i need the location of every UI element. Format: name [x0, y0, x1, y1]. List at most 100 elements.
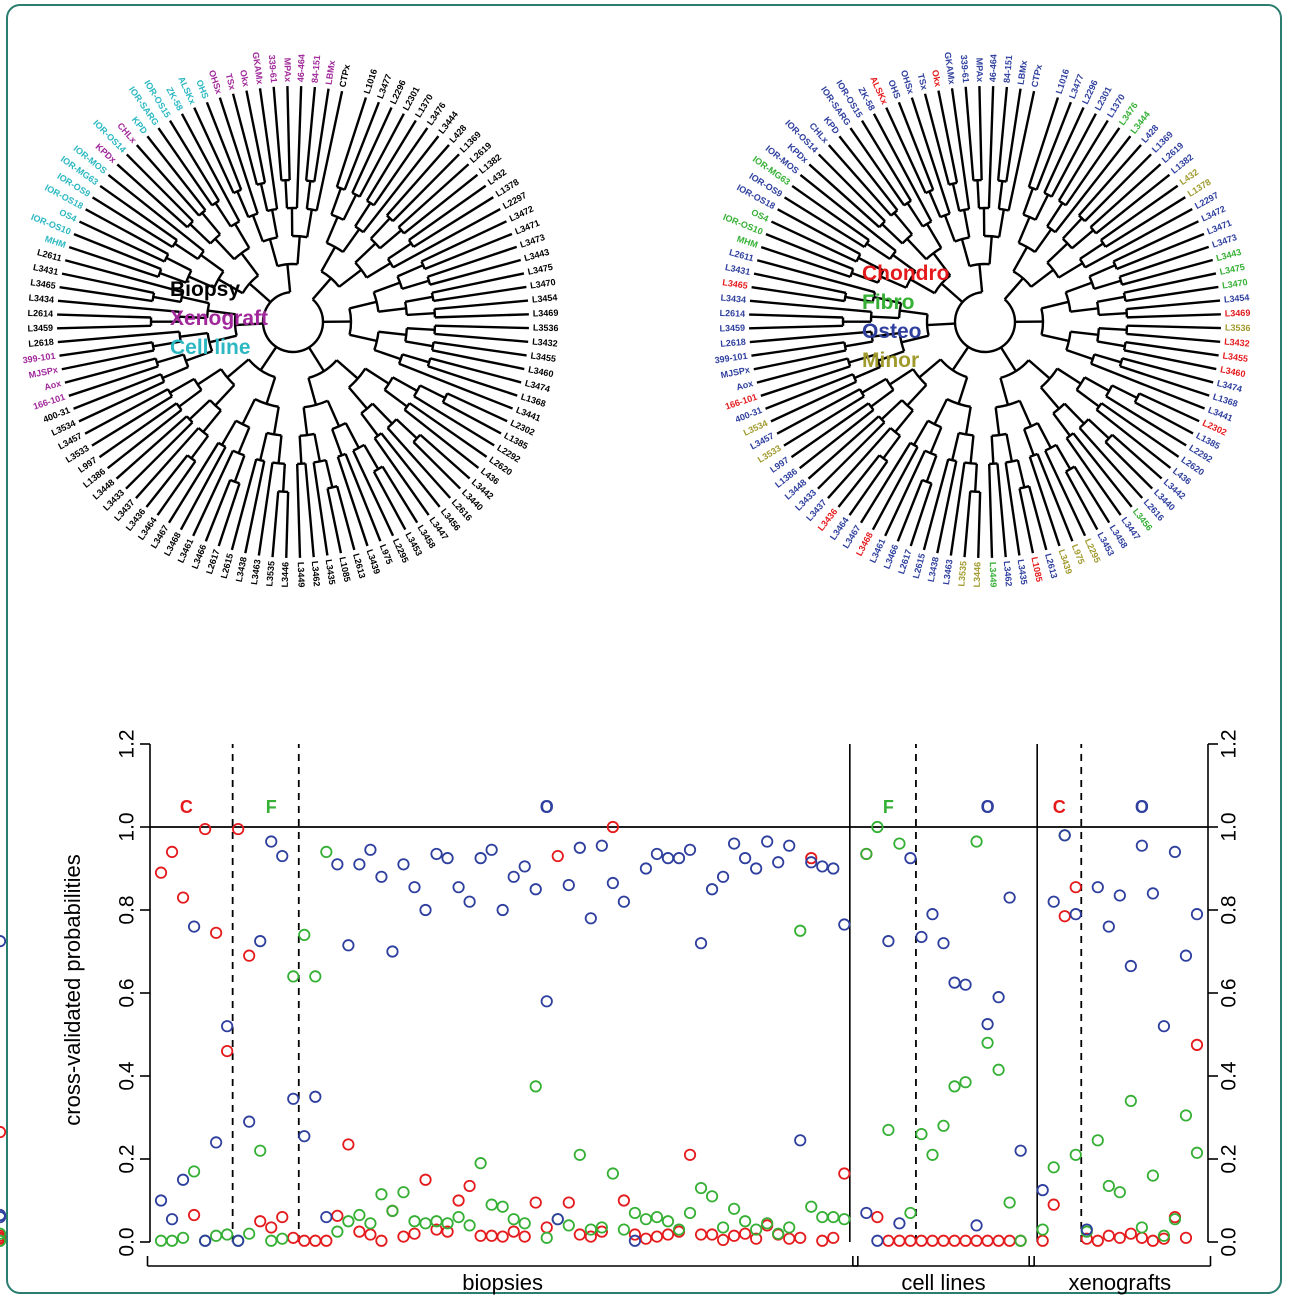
- tree-branch: [996, 463, 1007, 558]
- tree-branch: [125, 153, 194, 223]
- tree-branch: [344, 453, 382, 542]
- point-chondro: [683, 1148, 697, 1161]
- point-osteo: [893, 1217, 906, 1230]
- tree-branch: [1017, 216, 1031, 244]
- tree-leaf-label: GKAMx: [943, 51, 957, 85]
- tree-branch: [366, 262, 392, 279]
- y-tick-label: 1.0: [1218, 812, 1241, 841]
- tree-branch: [168, 119, 221, 202]
- tree-branch: [851, 271, 879, 284]
- tree-branch: [923, 93, 951, 185]
- point-fibro: [1157, 1229, 1171, 1242]
- tree-branch: [1022, 187, 1034, 216]
- tree-branch: [343, 101, 380, 191]
- tree-branch: [240, 252, 260, 277]
- tree-branch: [1084, 208, 1193, 269]
- tree-branch: [188, 399, 211, 421]
- tree-branch: [360, 412, 379, 437]
- tree-branch: [181, 295, 210, 305]
- tree-branch: [342, 228, 361, 253]
- tree-branch: [173, 242, 199, 261]
- tree-branch: [73, 233, 162, 271]
- tree-branch: [312, 462, 329, 556]
- tree-branch: [1093, 279, 1122, 291]
- tree-branch: [214, 384, 236, 407]
- tree-branch: [909, 441, 919, 449]
- point-chondro: [871, 1211, 884, 1224]
- y-tick-label: 0.4: [1218, 1061, 1241, 1091]
- tree-branch: [433, 309, 437, 318]
- tree-branch: [261, 290, 325, 354]
- point-fibro: [1135, 1221, 1148, 1234]
- tree-branch: [1005, 88, 1022, 182]
- tree-leaf-label: L3475: [527, 262, 554, 277]
- tree-branch: [197, 427, 209, 437]
- tree-leaf-label: L1085: [337, 556, 352, 583]
- tree-branch: [336, 485, 356, 551]
- tree-branch: [259, 183, 269, 212]
- tree-leaf-label: L3438: [926, 556, 941, 583]
- point-fibro: [1124, 1094, 1137, 1108]
- tree-branch: [1061, 237, 1073, 250]
- dendrogram-by-subtype: L1016L3477L2296L2301L1370L3476L3444L428L…: [714, 51, 1251, 587]
- point-chondro: [232, 822, 245, 836]
- point-fibro: [937, 1119, 950, 1132]
- tree-branch: [1043, 191, 1053, 198]
- tree-branch: [431, 272, 525, 294]
- tree-branch: [1056, 367, 1082, 385]
- legend-entry: Biopsy: [170, 278, 240, 301]
- tree-leaf-label: 46-464: [296, 54, 307, 82]
- tree-branch: [326, 241, 344, 253]
- tree-branch: [397, 354, 404, 365]
- tree-branch: [1007, 90, 1036, 211]
- point-fibro: [210, 1229, 223, 1242]
- tree-branch: [1064, 127, 1121, 206]
- point-osteo: [1113, 889, 1126, 902]
- point-osteo: [772, 856, 785, 869]
- tree-branch: [336, 456, 369, 547]
- tree-branch: [84, 388, 169, 435]
- tree-branch: [373, 465, 384, 473]
- tree-leaf-label: L3460: [527, 364, 554, 379]
- point-fibro: [805, 1200, 818, 1213]
- tree-branch: [327, 485, 338, 490]
- tree-branch: [783, 196, 866, 249]
- tree-branch: [1043, 107, 1085, 194]
- tree-branch: [351, 191, 361, 198]
- point-osteo: [265, 835, 278, 848]
- tree-leaf-label: L3459: [27, 323, 53, 334]
- y-tick-label: 0.8: [1218, 895, 1241, 924]
- tree-branch: [406, 312, 435, 317]
- tree-branch: [115, 415, 188, 480]
- tree-branch: [351, 107, 393, 194]
- y-tick-label: 0.8: [116, 895, 139, 924]
- point-fibro: [529, 1080, 542, 1093]
- tree-branch: [988, 463, 994, 558]
- tree-branch: [932, 252, 952, 277]
- tree-branch: [178, 388, 203, 408]
- tree-branch: [863, 239, 870, 248]
- point-osteo: [761, 835, 774, 848]
- tree-branch: [817, 153, 886, 223]
- tree-leaf-label: L2618: [28, 337, 54, 349]
- tree-branch: [401, 353, 430, 364]
- tree-leaf-label: L3463: [249, 559, 263, 586]
- tree-branch: [1126, 332, 1221, 343]
- tree-branch: [753, 272, 847, 295]
- tree-leaf-label: L2614: [27, 308, 53, 319]
- tree-branch: [106, 408, 183, 470]
- tree-leaf-label: L3469: [1225, 308, 1251, 319]
- point-fibro: [298, 928, 311, 942]
- tree-leaf-label: MPAx: [974, 58, 985, 83]
- point-osteo: [309, 1090, 322, 1103]
- tree-branch: [175, 402, 183, 411]
- tree-leaf-label: MHM: [736, 234, 760, 250]
- tree-leaf-label: L2615: [911, 552, 927, 579]
- tree-branch: [899, 309, 928, 316]
- point-chondro: [165, 845, 179, 859]
- tree-branch: [378, 330, 407, 337]
- tree-branch: [1005, 458, 1019, 464]
- tree-branch: [295, 86, 303, 209]
- tree-branch: [765, 373, 854, 410]
- tree-branch: [1034, 194, 1050, 221]
